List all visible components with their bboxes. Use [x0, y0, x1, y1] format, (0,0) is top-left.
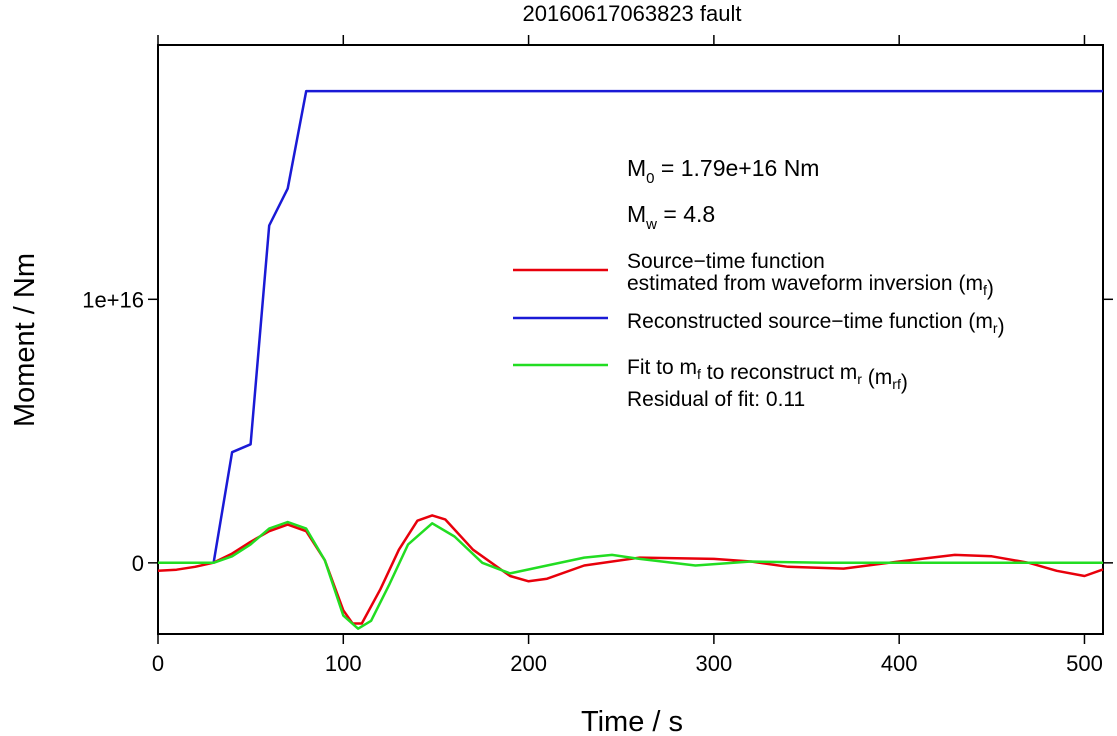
x-tick-label: 100: [325, 651, 362, 676]
stat-0: M0 = 1.79e+16 Nm: [627, 155, 819, 187]
series-line-2: [158, 520, 1103, 630]
x-tick-label: 200: [510, 651, 547, 676]
stat-1: Mw = 4.8: [627, 201, 715, 233]
legend-label-2: Fit to mf to reconstruct mr (mrf): [627, 356, 908, 394]
x-tick-label: 0: [152, 651, 164, 676]
x-tick-label: 400: [881, 651, 918, 676]
series-line-1: [158, 89, 1103, 565]
x-tick-label: 300: [696, 651, 733, 676]
legend-label-0: estimated from waveform inversion (mf): [627, 272, 994, 300]
y-tick-label: 1e+16: [82, 287, 144, 312]
ticks-layer: 0 100 200 300 400 500 0 1e+16: [82, 35, 1113, 676]
chart-title: 20160617063823 fault: [523, 1, 742, 26]
legend-label-1: Reconstructed source−time function (mr): [627, 310, 1005, 338]
series-layer: [157, 89, 1104, 630]
legend-label-0: Source−time function: [627, 250, 825, 273]
series-line-0: [157, 514, 1104, 625]
x-tick-label: 500: [1066, 651, 1103, 676]
plot-frame: [157, 44, 1104, 635]
x-axis-title: Time / s: [581, 706, 683, 736]
y-axis-title: Moment / Nm: [9, 253, 41, 427]
y-tick-label: 0: [132, 551, 144, 576]
stats-layer: M0 = 1.79e+16 Nm Mw = 4.8: [627, 155, 819, 233]
residual-annotation: Residual of fit: 0.11: [627, 388, 805, 411]
